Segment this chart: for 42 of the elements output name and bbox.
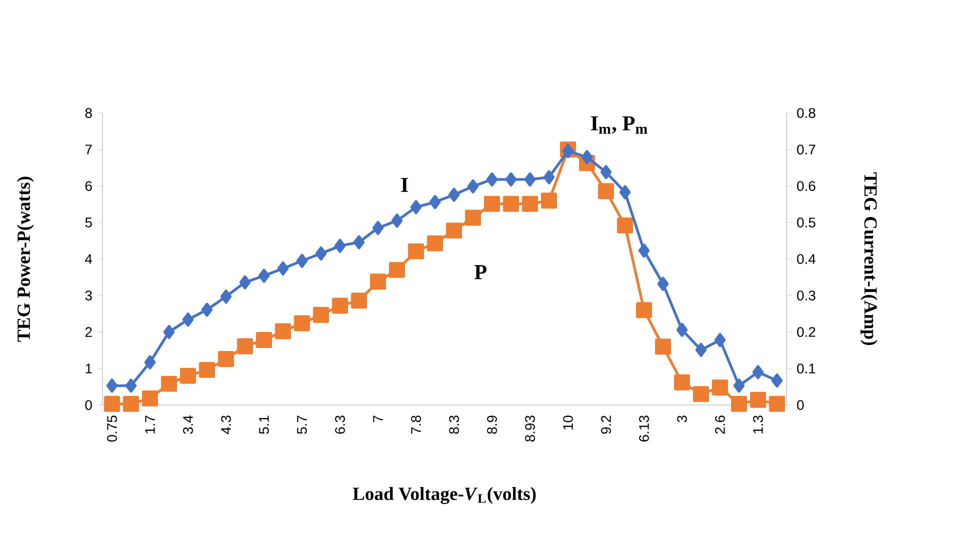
- x-axis-title: Load Voltage-V$_{L}$(volts): [352, 487, 536, 504]
- x-tick-label: 5.1: [259, 416, 269, 434]
- y-tick-label: 1: [86, 364, 92, 374]
- annotation: I$_{m}$, P$_{m}$: [591, 116, 648, 134]
- x-tick-label: 3: [677, 416, 687, 422]
- y2-tick-label: 0.8: [797, 108, 816, 118]
- x-tick-label: 5.7: [297, 416, 307, 434]
- x-tick-label: 9.2: [601, 416, 611, 434]
- y2-tick-label: 0.7: [797, 144, 816, 154]
- y-tick-label: 2: [85, 327, 92, 337]
- x-tick-label: 3.4: [183, 415, 193, 434]
- y2-tick-label: 0.6: [797, 181, 816, 191]
- x-tick-label: 10: [563, 416, 573, 430]
- y2-tick-label: 0.2: [797, 327, 816, 337]
- y-tick-label: 7: [85, 144, 92, 154]
- y2-tick-label: 0.5: [797, 218, 816, 228]
- x-tick-label: 0.75: [107, 416, 117, 442]
- x-tick-label: 4.3: [221, 416, 231, 434]
- x-tick-label: 6.13: [639, 416, 649, 442]
- x-tick-label: 2.6: [715, 416, 725, 434]
- y-tick-label: 0: [85, 400, 92, 410]
- x-tick-label: 1.7: [145, 416, 155, 434]
- y-tick-label: 5: [85, 218, 92, 228]
- y-tick-label: 3: [85, 290, 92, 300]
- y-axis-title: TEG Power-P(watts): [16, 176, 34, 342]
- x-tick-label: 1.3: [753, 416, 763, 434]
- series-label: I: [401, 178, 408, 192]
- y2-axis-title: TEG Current-I(Amp): [860, 172, 878, 346]
- x-tick-label: 6.3: [335, 416, 345, 434]
- y2-tick-label: 0.4: [797, 254, 816, 264]
- y2-tick-label: 0.1: [797, 364, 816, 374]
- y-tick-label: 6: [85, 181, 92, 191]
- series-label: P: [474, 265, 486, 280]
- x-tick-label: 7: [373, 416, 383, 422]
- x-tick-label: 8.9: [487, 416, 497, 434]
- y2-tick-label: 0.3: [797, 290, 816, 300]
- y-tick-label: 8: [85, 108, 92, 118]
- x-tick-label: 8.3: [449, 416, 459, 434]
- x-tick-label: 8.93: [525, 416, 535, 442]
- y-tick-label: 4: [85, 254, 92, 264]
- x-tick-label: 7.8: [411, 416, 421, 434]
- y2-tick-label: 0: [797, 400, 804, 410]
